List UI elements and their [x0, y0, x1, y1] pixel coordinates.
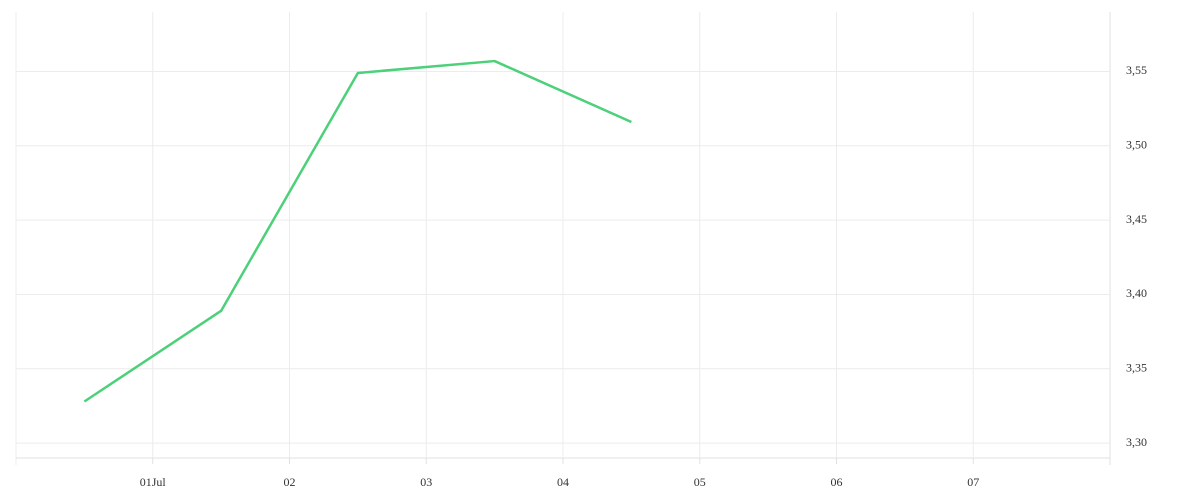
y-tick-label: 3,30 [1126, 435, 1147, 449]
x-tick-label: 07 [967, 475, 979, 489]
line-series [83, 59, 632, 403]
x-tick-label: 02 [284, 475, 296, 489]
y-tick-label: 3,45 [1126, 212, 1147, 226]
y-tick-label: 3,40 [1126, 286, 1147, 300]
x-tick-label: 03 [420, 475, 432, 489]
x-tick-label: 01Jul [140, 475, 167, 489]
y-tick-label: 3,35 [1126, 361, 1147, 375]
x-tick-label: 06 [831, 475, 843, 489]
x-tick-label: 04 [557, 475, 569, 489]
y-tick-label: 3,55 [1126, 63, 1147, 77]
x-tick-label: 05 [694, 475, 706, 489]
y-tick-label: 3,50 [1126, 138, 1147, 152]
